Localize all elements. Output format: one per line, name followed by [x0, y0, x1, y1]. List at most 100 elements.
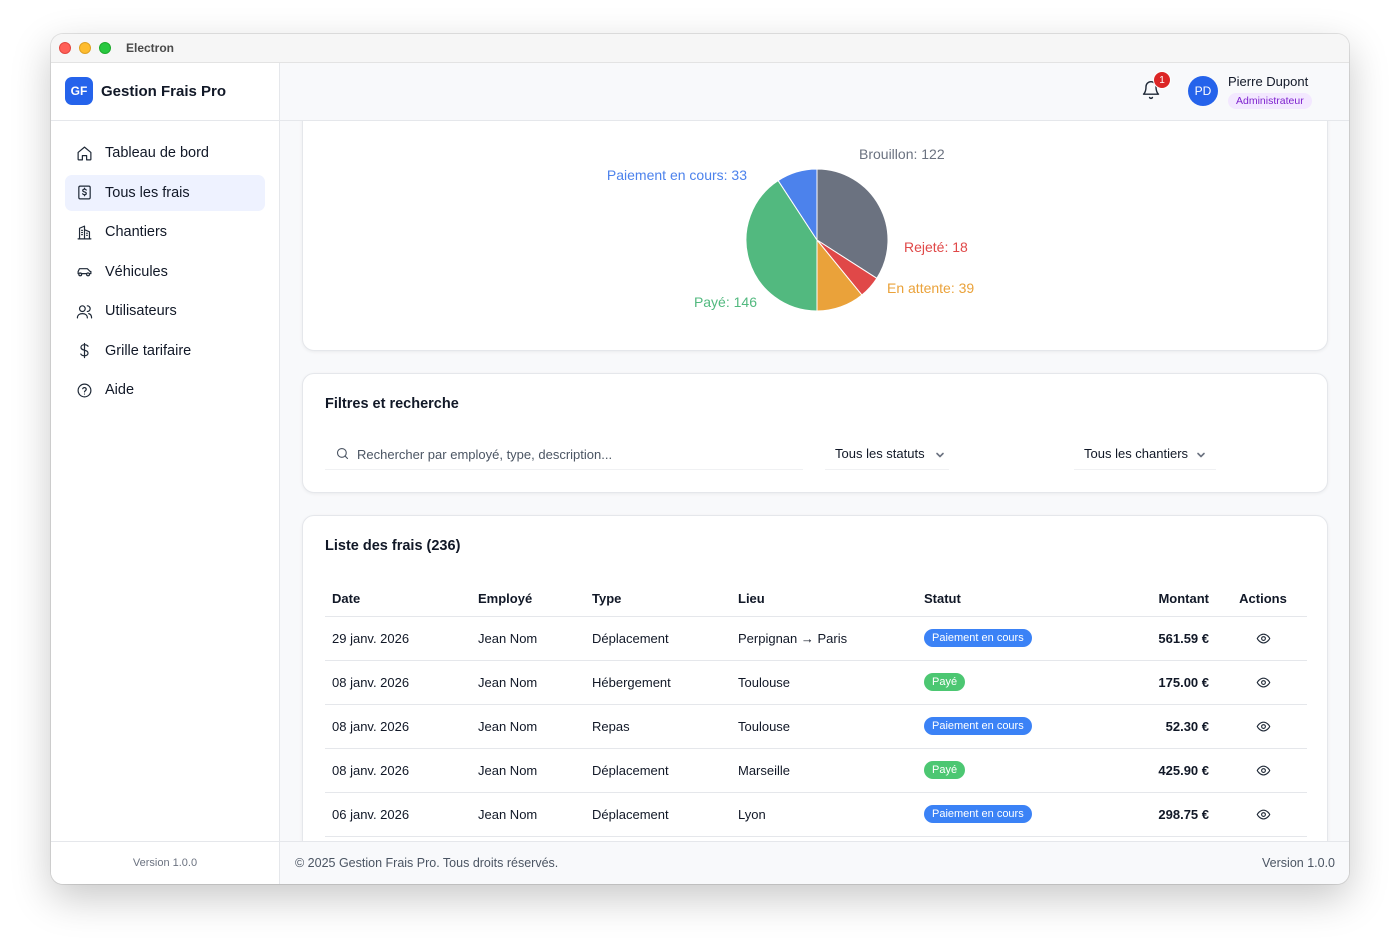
close-window-button[interactable] [59, 42, 71, 54]
pie-label: Brouillon: 122 [859, 146, 945, 162]
status-badge: Payé [924, 761, 966, 779]
status-badge: Paiement en cours [924, 805, 1032, 823]
cell-employee: Jean Nom [471, 792, 585, 837]
view-eye-icon[interactable] [1256, 807, 1271, 822]
cell-amount: 425.90 € [1095, 748, 1219, 793]
status-pie-chart: Brouillon: 122 Rejeté: 18 En attente: 39 Pa… [607, 146, 974, 312]
sidebar: GF Gestion Frais Pro Tableau de bord Tou… [51, 63, 280, 884]
app-footer: © 2025 Gestion Frais Pro. Tous droits ré… [280, 841, 1349, 884]
minimize-window-button[interactable] [79, 42, 91, 54]
sidebar-item-label: Grille tarifaire [105, 342, 192, 359]
view-eye-icon[interactable] [1256, 763, 1271, 778]
chevron-down-icon [936, 452, 944, 458]
pie-label: En attente: 39 [887, 280, 974, 296]
cell-employee: Jean Nom [471, 660, 585, 705]
expenses-list-card: Liste des frais (236) Date Employé Type … [302, 515, 1328, 841]
site-filter-select[interactable]: Tous les chantiers [1074, 440, 1216, 470]
dollar-icon [80, 342, 89, 359]
sidebar-item-label: Aide [105, 382, 135, 398]
sidebar-item-label: Véhicules [105, 263, 168, 280]
table-row[interactable]: 29 janv. 2026 Jean Nom Déplacement Perpi… [325, 616, 1307, 661]
table-row[interactable]: 08 janv. 2026 Jean Nom Repas Toulouse Pa… [325, 704, 1307, 749]
status-filter-value: Tous les statuts [835, 446, 925, 461]
column-header-type[interactable]: Type [585, 582, 731, 617]
filters-title: Filtres et recherche [325, 396, 459, 412]
footer-version: Version 1.0.0 [1262, 856, 1335, 870]
cell-date: 08 janv. 2026 [325, 748, 471, 793]
sidebar-nav: Tableau de bord Tous les frais Chantiers… [65, 135, 265, 412]
notifications-button[interactable] [1141, 80, 1163, 102]
cell-date: 08 janv. 2026 [325, 660, 471, 705]
copyright-text: © 2025 Gestion Frais Pro. Tous droits ré… [295, 856, 559, 870]
cell-type: Déplacement [585, 748, 731, 793]
cell-type: Déplacement [585, 616, 731, 661]
search-icon [336, 447, 349, 460]
status-filter-select[interactable]: Tous les statuts [825, 440, 949, 470]
notification-count-badge: 1 [1153, 71, 1171, 89]
search-input[interactable] [357, 442, 797, 466]
cell-place: Marseille [731, 748, 917, 793]
cell-date: 29 janv. 2026 [325, 616, 471, 661]
pie-slice-paiement-en-cours[interactable] [777, 168, 818, 242]
top-bar: 1 PD Pierre Dupont Administrateur [280, 63, 1349, 121]
sidebar-item-sites[interactable]: Chantiers [65, 214, 265, 250]
column-header-employee[interactable]: Employé [471, 582, 585, 617]
table-row[interactable]: 08 janv. 2026 Jean Nom Déplacement Marse… [325, 748, 1307, 793]
sidebar-item-dashboard[interactable]: Tableau de bord [65, 135, 265, 171]
brand-logo: GF [65, 77, 93, 105]
pie-label: Payé: 146 [694, 294, 757, 310]
filters-card: Filtres et recherche Tous les statuts To… [302, 373, 1328, 493]
cell-type: Hébergement [585, 660, 731, 705]
cell-place: Toulouse [731, 704, 917, 749]
sidebar-item-users[interactable]: Utilisateurs [65, 293, 265, 329]
table-row[interactable]: 06 janv. 2026 Jean Nom Déplacement Lyon … [325, 792, 1307, 837]
status-badge: Paiement en cours [924, 629, 1032, 647]
sidebar-item-label: Tous les frais [105, 184, 190, 201]
cell-amount: 52.30 € [1095, 704, 1219, 749]
avatar[interactable]: PD [1188, 76, 1218, 106]
view-eye-icon[interactable] [1256, 631, 1271, 646]
title-bar: Electron [51, 34, 1349, 63]
expenses-table: Date Employé Type Lieu Statut Montant Ac… [325, 582, 1307, 837]
site-filter-value: Tous les chantiers [1084, 446, 1189, 461]
brand-name: Gestion Frais Pro [101, 83, 227, 100]
sidebar-item-label: Tableau de bord [105, 145, 209, 161]
column-header-amount[interactable]: Montant [1095, 582, 1219, 617]
app-window: Electron GF Gestion Frais Pro Tableau de… [51, 34, 1349, 884]
cell-place: Perpignan → Paris [731, 616, 917, 661]
brand[interactable]: GF Gestion Frais Pro [51, 63, 279, 121]
cell-employee: Jean Nom [471, 748, 585, 793]
sidebar-item-label: Utilisateurs [105, 303, 177, 319]
search-field [325, 440, 803, 470]
chevron-down-icon [1197, 452, 1205, 458]
sidebar-item-pricing-grid[interactable]: Grille tarifaire [65, 333, 265, 369]
column-header-date[interactable]: Date [325, 582, 471, 617]
status-badge: Payé [924, 673, 966, 691]
help-circle-icon [77, 383, 92, 397]
status-chart-card: Brouillon: 122 Rejeté: 18 En attente: 39 Pa… [302, 121, 1328, 351]
sidebar-item-vehicles[interactable]: Véhicules [65, 254, 265, 290]
cell-type: Repas [585, 704, 731, 749]
pie-label: Paiement en cours: 33 [607, 167, 747, 183]
window-title: Electron [126, 41, 175, 55]
column-header-status[interactable]: Statut [917, 582, 1095, 617]
cell-amount: 175.00 € [1095, 660, 1219, 705]
column-header-actions: Actions [1219, 582, 1307, 617]
view-eye-icon[interactable] [1256, 675, 1271, 690]
table-row[interactable]: 08 janv. 2026 Jean Nom Hébergement Toulo… [325, 660, 1307, 705]
cell-amount: 561.59 € [1095, 616, 1219, 661]
receipt-dollar-icon [78, 185, 91, 200]
sidebar-version: Version 1.0.0 [51, 841, 279, 884]
cell-place: Lyon [731, 792, 917, 837]
cell-type: Déplacement [585, 792, 731, 837]
view-eye-icon[interactable] [1256, 719, 1271, 734]
user-role-badge: Administrateur [1228, 93, 1312, 109]
sidebar-item-help[interactable]: Aide [65, 372, 265, 408]
column-header-place[interactable]: Lieu [731, 582, 917, 617]
cell-employee: Jean Nom [471, 616, 585, 661]
cell-place: Toulouse [731, 660, 917, 705]
sidebar-item-all-expenses[interactable]: Tous les frais [65, 174, 265, 211]
table-header-row: Date Employé Type Lieu Statut Montant Ac… [325, 582, 1307, 617]
pie-label: Rejeté: 18 [904, 239, 968, 255]
maximize-window-button[interactable] [99, 42, 111, 54]
